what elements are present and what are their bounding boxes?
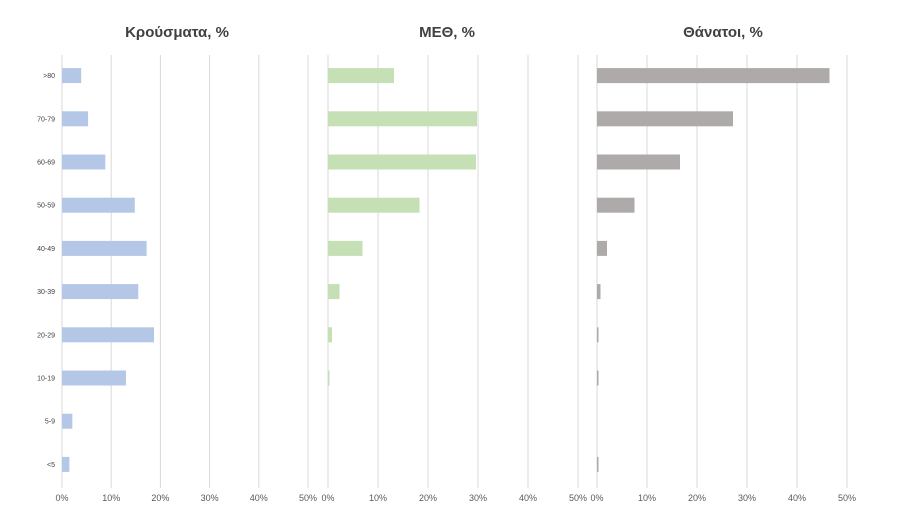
- bar: [328, 327, 332, 343]
- x-tick-label: 50%: [569, 493, 587, 503]
- bar: [62, 154, 106, 170]
- x-tick-label: 30%: [469, 493, 487, 503]
- chart-title: Θάνατοι, %: [683, 24, 763, 41]
- x-tick-label: 20%: [688, 493, 706, 503]
- bar: [62, 284, 139, 300]
- bar: [597, 111, 733, 127]
- x-tick-label: 40%: [250, 493, 268, 503]
- bar: [328, 154, 476, 170]
- x-tick-label: 40%: [519, 493, 537, 503]
- x-tick-label: 20%: [419, 493, 437, 503]
- chart-title: ΜΕΘ, %: [419, 24, 475, 41]
- x-tick-label: 0%: [321, 493, 334, 503]
- x-tick-label: 10%: [638, 493, 656, 503]
- bar: [62, 68, 82, 84]
- x-tick-label: 50%: [299, 493, 317, 503]
- bar: [597, 240, 607, 256]
- x-tick-label: 0%: [55, 493, 68, 503]
- bar: [62, 456, 70, 472]
- bar: [597, 68, 830, 84]
- category-label: 60-69: [37, 160, 55, 167]
- bar: [328, 370, 330, 386]
- bar: [597, 284, 601, 300]
- category-label: >80: [43, 73, 55, 80]
- bar: [62, 413, 73, 429]
- category-label: 30-39: [37, 289, 55, 296]
- category-label: 70-79: [37, 116, 55, 123]
- x-tick-label: 10%: [102, 493, 120, 503]
- bar: [328, 284, 340, 300]
- x-tick-label: 30%: [738, 493, 756, 503]
- chart-panel-2: 0% 10% 20% 30% 40% 50% ΜΕΘ, %: [321, 24, 587, 503]
- chart-title: Κρούσματα, %: [125, 24, 229, 41]
- bar: [62, 197, 135, 213]
- bar: [597, 327, 599, 343]
- bar: [62, 240, 147, 256]
- category-label: <5: [47, 462, 55, 469]
- bar: [62, 327, 155, 343]
- x-tick-label: 30%: [201, 493, 219, 503]
- category-label: 40-49: [37, 246, 55, 253]
- x-tick-label: 50%: [838, 493, 856, 503]
- x-tick-label: 0%: [590, 493, 603, 503]
- x-tick-label: 10%: [369, 493, 387, 503]
- bar: [597, 197, 635, 213]
- bar: [597, 370, 599, 386]
- chart-panel-3: 0% 10% 20% 30% 40% 50% Θάνατοι, %: [590, 24, 856, 503]
- bar: [328, 197, 420, 213]
- bar: [597, 456, 599, 472]
- bar: [328, 68, 394, 84]
- x-tick-label: 20%: [151, 493, 169, 503]
- bar: [597, 154, 680, 170]
- x-tick-label: 40%: [788, 493, 806, 503]
- chart-panel-1: 0% 10% 20% 30% 40% 50% Κρούσματα, % >80 70-79 60-…: [37, 24, 317, 503]
- category-label: 5-9: [45, 419, 55, 426]
- bar: [328, 111, 477, 127]
- category-label: 50-59: [37, 203, 55, 210]
- bar: [62, 111, 89, 127]
- category-label: 10-19: [37, 376, 55, 383]
- category-label: 20-29: [37, 332, 55, 339]
- bar: [62, 370, 126, 386]
- bar: [328, 240, 363, 256]
